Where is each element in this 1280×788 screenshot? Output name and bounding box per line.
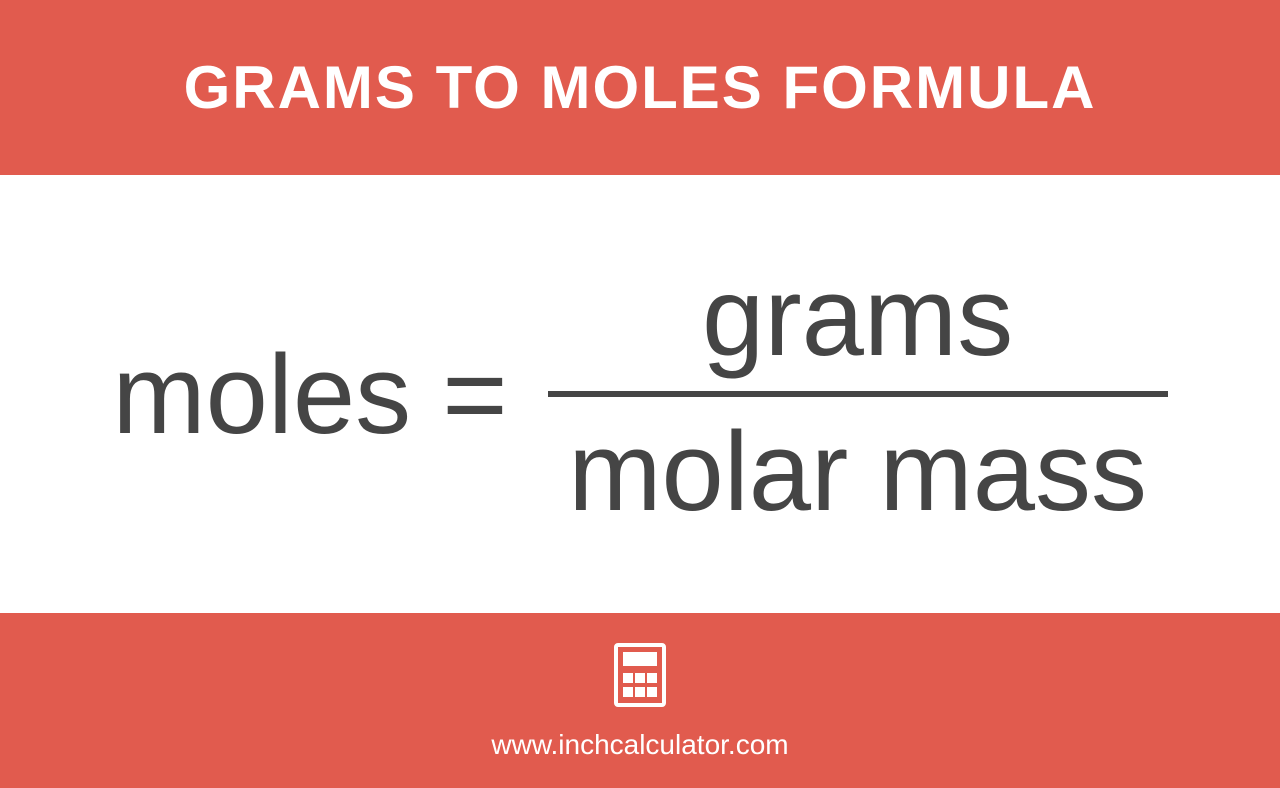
formula-left-side: moles = [112,330,507,459]
footer-url: www.inchcalculator.com [491,729,788,761]
divider-bottom [0,601,1280,613]
header-bar: GRAMS TO MOLES FORMULA [0,0,1280,175]
footer-bar: www.inchcalculator.com [0,613,1280,788]
formula-denominator: molar mass [568,407,1147,536]
formula-fraction: grams molar mass [548,252,1168,536]
fraction-bar [548,391,1168,397]
page-title: GRAMS TO MOLES FORMULA [184,53,1097,122]
formula-equation: moles = grams molar mass [112,252,1167,536]
formula-numerator: grams [702,252,1013,381]
divider-top [0,175,1280,187]
formula-panel: moles = grams molar mass [0,187,1280,601]
calculator-icon [612,641,668,709]
